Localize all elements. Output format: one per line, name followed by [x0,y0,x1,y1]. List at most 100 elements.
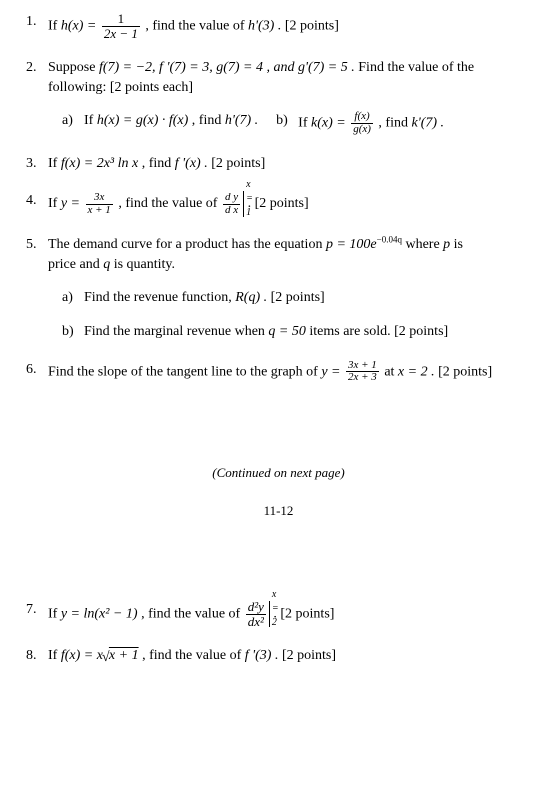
q5-eq: p = 100e [326,237,377,252]
q4-frac: 3x x + 1 [86,192,113,216]
q5-pvar: p [443,237,450,252]
q5b-eq: q = 50 [268,324,305,339]
q2a: a) If h(x) = g(x) · f(x) , find h'(7) . [62,111,258,135]
q4-pre: If [48,196,61,211]
q1-fn: h(x) = [61,18,97,33]
q8-sqrt: √x + 1 [109,648,139,663]
q8-number: 8. [26,646,44,666]
q2-given: f(7) = −2, f '(7) = 3, g(7) = 4 , and g'… [99,60,355,75]
q5b-txt2: items are sold. [2 points] [309,324,448,339]
q8-text: If f(x) = x√x + 1 , find the value of f … [48,646,531,666]
q1-pre: If [48,18,61,33]
q5-l1a: The demand curve for a product has the e… [48,237,326,252]
q1-frac: 1 2x − 1 [102,12,140,40]
q3-target: f '(x) . [175,156,208,171]
q3-points: [2 points] [211,156,265,171]
q4-eval-bar: x = 1 [243,191,244,217]
q4-eval: x = 1 [246,178,253,220]
q5-l2b: is quantity. [114,257,175,272]
q5a: a) Find the revenue function, R(q) . [2 … [62,288,531,308]
q6-text: Find the slope of the tangent line to th… [48,360,531,384]
q5a-label: a) [62,288,80,308]
q3-fn: f(x) = 2x³ ln x [61,156,138,171]
page-number: 11-12 [26,502,531,520]
q5b-txt: Find the marginal revenue when [84,324,268,339]
q3-pre: If [48,156,61,171]
q6-number: 6. [26,360,44,384]
q7-post: , find the value of [141,606,244,621]
q5-exp: −0.04q [377,235,402,245]
q6-xval: x = 2 . [398,364,435,379]
q1-text: If h(x) = 1 2x − 1 , find the value of h… [48,12,531,40]
q4-frac-n: 3x [86,192,113,204]
q2a-body: If h(x) = g(x) · f(x) , find h'(7) . [84,111,258,135]
q8-pre: If [48,648,61,663]
q6-frac-n: 3x + 1 [346,360,379,372]
q2-number: 2. [26,58,44,135]
q7-eval-bar: x = 2 [269,601,270,627]
q3-post: , find [142,156,175,171]
q8-target: f '(3) . [245,648,279,663]
q2b-body: If k(x) = f(x) g(x) , find k'(7) . [298,111,444,135]
question-8: 8. If f(x) = x√x + 1 , find the value of… [26,646,531,666]
q4-post1: , find the value of [118,196,221,211]
q5a-body: Find the revenue function, R(q) . [2 poi… [84,288,531,308]
q7-dy-n: d²y [246,600,266,614]
q2b-t1: If [298,116,311,131]
q2b-frac-n: f(x) [351,111,373,123]
q7-number: 7. [26,600,44,628]
q2b-label: b) [276,111,294,135]
q1-number: 1. [26,12,44,40]
q8-fn-b: x + 1 [109,648,139,663]
q2-l1a: Suppose [48,60,99,75]
q2-l1b: Find the value of the [358,60,474,75]
q8-fn-a: f(x) = x [61,648,103,663]
q3-number: 3. [26,154,44,174]
q5-l2a: price and [48,257,103,272]
q5a-pts: [2 points] [271,290,325,305]
question-7: 7. If y = ln(x² − 1) , find the value of… [26,600,531,628]
question-2: 2. Suppose f(7) = −2, f '(7) = 3, g(7) =… [26,58,531,135]
q2a-t1: If [84,113,97,128]
q6-frac-d: 2x + 3 [346,371,379,384]
q2a-t2: , find [192,113,225,128]
q2b-t2: , find [378,116,411,131]
q2a-target: h'(7) . [225,113,258,128]
q3-text: If f(x) = 2x³ ln x , find f '(x) . [2 po… [48,154,531,174]
q4-frac-d: x + 1 [86,204,113,217]
q7-post2: . [2 points] [273,606,334,621]
q1-frac-num: 1 [102,12,140,26]
question-6: 6. Find the slope of the tangent line to… [26,360,531,384]
q4-dy-n: d y [223,192,240,204]
q2-text: Suppose f(7) = −2, f '(7) = 3, g(7) = 4 … [48,58,531,135]
q2a-label: a) [62,111,80,135]
continued-note: (Continued on next page) [26,464,531,482]
q5-l1b: where [405,237,443,252]
q7-dy: d²y dx² [246,600,266,628]
q1-target: h'(3) . [248,18,281,33]
q2-subparts: a) If h(x) = g(x) · f(x) , find h'(7) . … [62,111,531,135]
q5-text: The demand curve for a product has the e… [48,235,531,341]
q5-l1c: is [454,237,463,252]
q5b: b) Find the marginal revenue when q = 50… [62,322,531,342]
question-1: 1. If h(x) = 1 2x − 1 , find the value o… [26,12,531,40]
q4-dy: d y d x [223,192,240,216]
q4-text: If y = 3x x + 1 , find the value of d y … [48,191,531,217]
q5-number: 5. [26,235,44,341]
q5a-fn: R(q) . [235,290,267,305]
q6-y: y = [321,364,340,379]
q2b-frac-d: g(x) [351,123,373,136]
q1-post: , find the value of [145,18,248,33]
q6-at: at [384,364,398,379]
q2b-target: k'(7) . [411,116,444,131]
q2b-frac: f(x) g(x) [351,111,373,135]
q7-text: If y = ln(x² − 1) , find the value of d²… [48,600,531,628]
q7-dy-d: dx² [246,614,266,629]
q2a-eq: h(x) = g(x) · f(x) [97,113,188,128]
q7-fn: y = ln(x² − 1) [61,606,138,621]
q8-pts: [2 points] [282,648,336,663]
q4-dy-d: d x [223,204,240,217]
q7-pre: If [48,606,61,621]
q5-qvar: q [103,257,110,272]
q5b-body: Find the marginal revenue when q = 50 it… [84,322,531,342]
